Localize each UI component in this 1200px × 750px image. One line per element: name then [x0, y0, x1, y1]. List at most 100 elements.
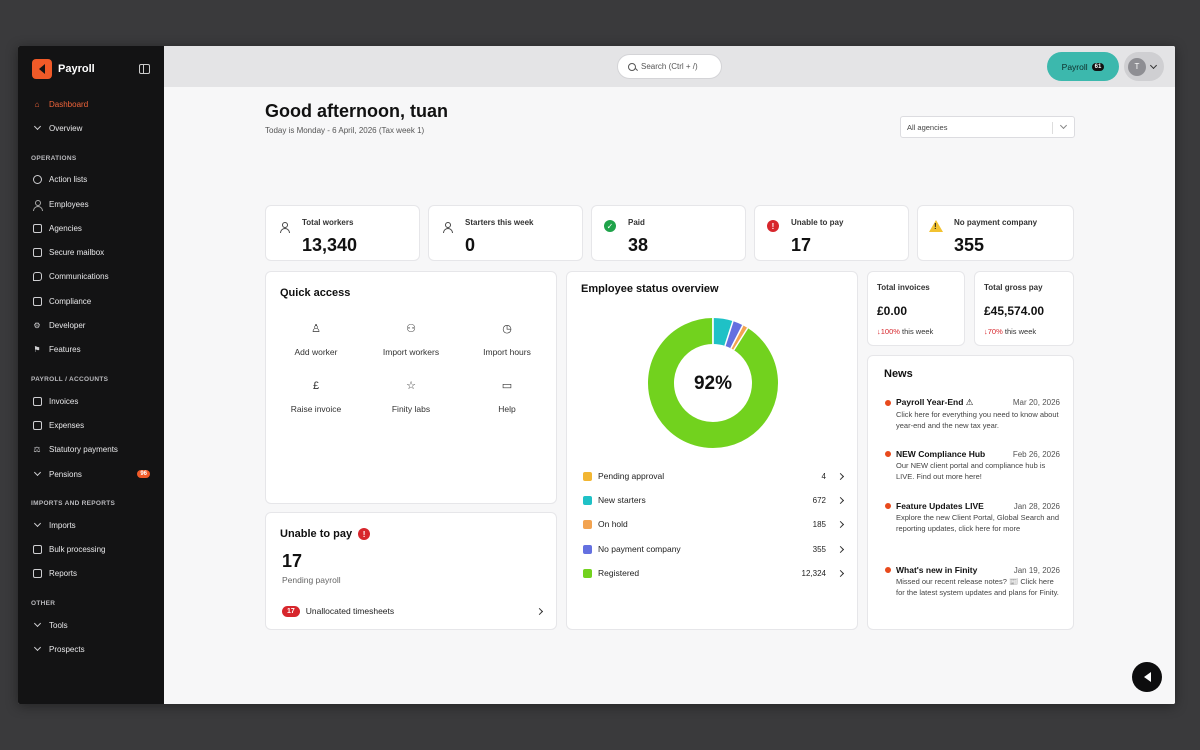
donut-slice-registered[interactable] [648, 318, 778, 448]
stat-card-paid[interactable]: ✓ Paid 38 [591, 205, 746, 261]
legend-swatch [583, 471, 592, 481]
raise-invoice-button[interactable]: £ Raise invoice [268, 380, 364, 414]
unable-to-pay-card: Unable to pay ! 17 Pending payroll 17 Un… [265, 512, 557, 630]
stat-card-unable-to-pay[interactable]: ! Unable to pay 17 [754, 205, 909, 261]
sidebar-item-communications[interactable]: Communications [18, 265, 164, 289]
slice-separator [733, 327, 749, 351]
sidebar-item-bulk-processing[interactable]: Bulk processing [18, 537, 164, 561]
users-icon [278, 220, 290, 233]
stat-card-total-workers[interactable]: Total workers 13,340 [265, 205, 420, 261]
status-row-registered[interactable]: Registered 12,324 [583, 566, 845, 580]
sidebar-item-overview[interactable]: Overview [18, 116, 164, 140]
alert-circle-icon: ! [358, 528, 371, 540]
import-hours-button[interactable]: ◷ Import hours [459, 323, 555, 357]
fin-delta-suffix: this week [1004, 327, 1037, 336]
legend-value: 4 [821, 471, 826, 481]
sidebar-item-reports[interactable]: Reports [18, 562, 164, 586]
news-item-date: Feb 26, 2026 [1012, 449, 1060, 459]
sidebar-item-label: Statutory payments [49, 445, 118, 455]
agency-select[interactable]: All agencies [900, 116, 1075, 138]
legend-value: 12,324 [801, 568, 826, 578]
news-item[interactable]: NEW Compliance Hub Feb 26, 2026 Our NEW c… [885, 449, 1060, 482]
layers-icon [32, 545, 42, 555]
search-input[interactable]: Search (Ctrl + /) [617, 54, 722, 79]
sidebar-item-agencies[interactable]: Agencies [18, 216, 164, 240]
collapse-panel-button[interactable] [1132, 662, 1162, 692]
sidebar-item-invoices[interactable]: Invoices [18, 389, 164, 413]
app-window: Payroll ⌂ Dashboard Overview OPERATIONS … [18, 46, 1175, 704]
chevron-down-icon [1059, 121, 1068, 130]
add-worker-button[interactable]: ♙ Add worker [268, 323, 364, 357]
unable-to-pay-count: 17 [282, 551, 303, 571]
star-icon: ☆ [406, 380, 416, 392]
unread-dot-icon [885, 451, 891, 457]
sidebar-item-dashboard[interactable]: ⌂ Dashboard [18, 92, 164, 116]
fin-label: Total invoices [877, 283, 930, 292]
total-gross-pay-card[interactable]: Total gross pay £45,574.00 ↓70% this wee… [974, 271, 1074, 346]
finity-labs-button[interactable]: ☆ Finity labs [363, 380, 459, 414]
stat-label: Unable to pay [791, 218, 844, 227]
fin-delta-row: ↓70% this week [984, 327, 1036, 336]
sidebar-item-label: Invoices [49, 396, 79, 406]
help-button[interactable]: ▭ Help [459, 380, 555, 414]
sidebar-item-features[interactable]: ⚑ Features [18, 338, 164, 362]
news-item-title: What's new in Finity [896, 565, 978, 575]
news-item[interactable]: Feature Updates LIVE Jan 28, 2026 Explore… [885, 501, 1060, 534]
date-subtitle: Today is Monday - 6 April, 2026 (Tax wee… [265, 126, 425, 135]
payroll-pill-label: Payroll [1061, 61, 1088, 72]
stat-label: Total workers [302, 218, 354, 227]
stat-value: 355 [954, 235, 985, 255]
sidebar-toggle-icon[interactable] [139, 64, 150, 74]
search-placeholder: Search (Ctrl + /) [641, 62, 698, 71]
news-card: News Payroll Year-End ⚠ Mar 20, 2026 Clic… [867, 355, 1074, 630]
status-row-pending-approval[interactable]: Pending approval 4 [583, 469, 845, 483]
sidebar-item-imports[interactable]: Imports [18, 513, 164, 537]
sidebar-item-developer[interactable]: ⚙ Developer [18, 313, 164, 337]
news-item-body: Missed our recent release notes? 📰 Click… [896, 577, 1059, 597]
chevron-right-icon [836, 569, 845, 577]
fin-delta: ↓70% [984, 327, 1003, 336]
sidebar-item-label: Tools [49, 620, 68, 630]
sidebar-item-compliance[interactable]: Compliance [18, 289, 164, 313]
sidebar-header: Payroll [18, 46, 164, 92]
sidebar-item-prospects[interactable]: Prospects [18, 637, 164, 661]
fin-delta-suffix: this week [902, 327, 934, 336]
news-item[interactable]: What's new in Finity Jan 19, 2026 Missed … [885, 565, 1060, 598]
chevron-right-icon [535, 607, 544, 615]
news-item[interactable]: Payroll Year-End ⚠ Mar 20, 2026 Click her… [885, 397, 1060, 431]
clock-icon: ◷ [502, 323, 512, 335]
import-workers-button[interactable]: ⚇ Import workers [363, 323, 459, 357]
sidebar-item-label: Prospects [49, 644, 85, 654]
news-item-title: Feature Updates LIVE [896, 501, 984, 511]
donut-slice-no-payment-company[interactable] [724, 321, 743, 349]
unallocated-timesheets-row[interactable]: 17 Unallocated timesheets [282, 603, 544, 619]
donut-slice-new-starters[interactable] [712, 318, 733, 347]
sidebar-item-pensions[interactable]: Pensions 96 [18, 462, 164, 486]
user-menu-button[interactable]: T [1124, 52, 1164, 81]
payroll-switch-button[interactable]: Payroll 61 [1047, 52, 1119, 81]
stat-card-starters[interactable]: Starters this week 0 [428, 205, 583, 261]
news-item-body: Explore the new Client Portal, Global Se… [896, 513, 1060, 533]
quick-access-card: Quick access ♙ Add worker ⚇ Import worke… [265, 271, 557, 504]
status-row-no-payment-company[interactable]: No payment company 355 [583, 542, 845, 556]
pound-icon: £ [312, 380, 320, 392]
legend-swatch [583, 495, 592, 505]
sidebar-item-tools[interactable]: Tools [18, 613, 164, 637]
sidebar-item-statutory-payments[interactable]: ⚖ Statutory payments [18, 438, 164, 462]
status-row-new-starters[interactable]: New starters 672 [583, 493, 845, 507]
fin-delta-row: ↓100% this week [877, 327, 933, 336]
sidebar-item-secure-mailbox[interactable]: Secure mailbox [18, 240, 164, 264]
chevron-down-icon [32, 520, 42, 530]
sidebar-item-action-lists[interactable]: Action lists [18, 168, 164, 192]
alert-circle-icon: ! [767, 220, 779, 232]
total-invoices-card[interactable]: Total invoices £0.00 ↓100% this week [867, 271, 965, 346]
sidebar-item-employees[interactable]: Employees [18, 192, 164, 216]
chat-icon [32, 272, 42, 282]
status-row-on-hold[interactable]: On hold 185 [583, 517, 845, 531]
news-item-body: Our NEW client portal and compliance hub… [896, 461, 1046, 481]
slice-separator [730, 324, 744, 349]
unallocated-label: Unallocated timesheets [305, 606, 395, 616]
sidebar-item-expenses[interactable]: Expenses [18, 413, 164, 437]
stat-card-no-payment-company[interactable]: ! No payment company 355 [917, 205, 1074, 261]
topbar: Search (Ctrl + /) Payroll 61 T [164, 46, 1175, 87]
